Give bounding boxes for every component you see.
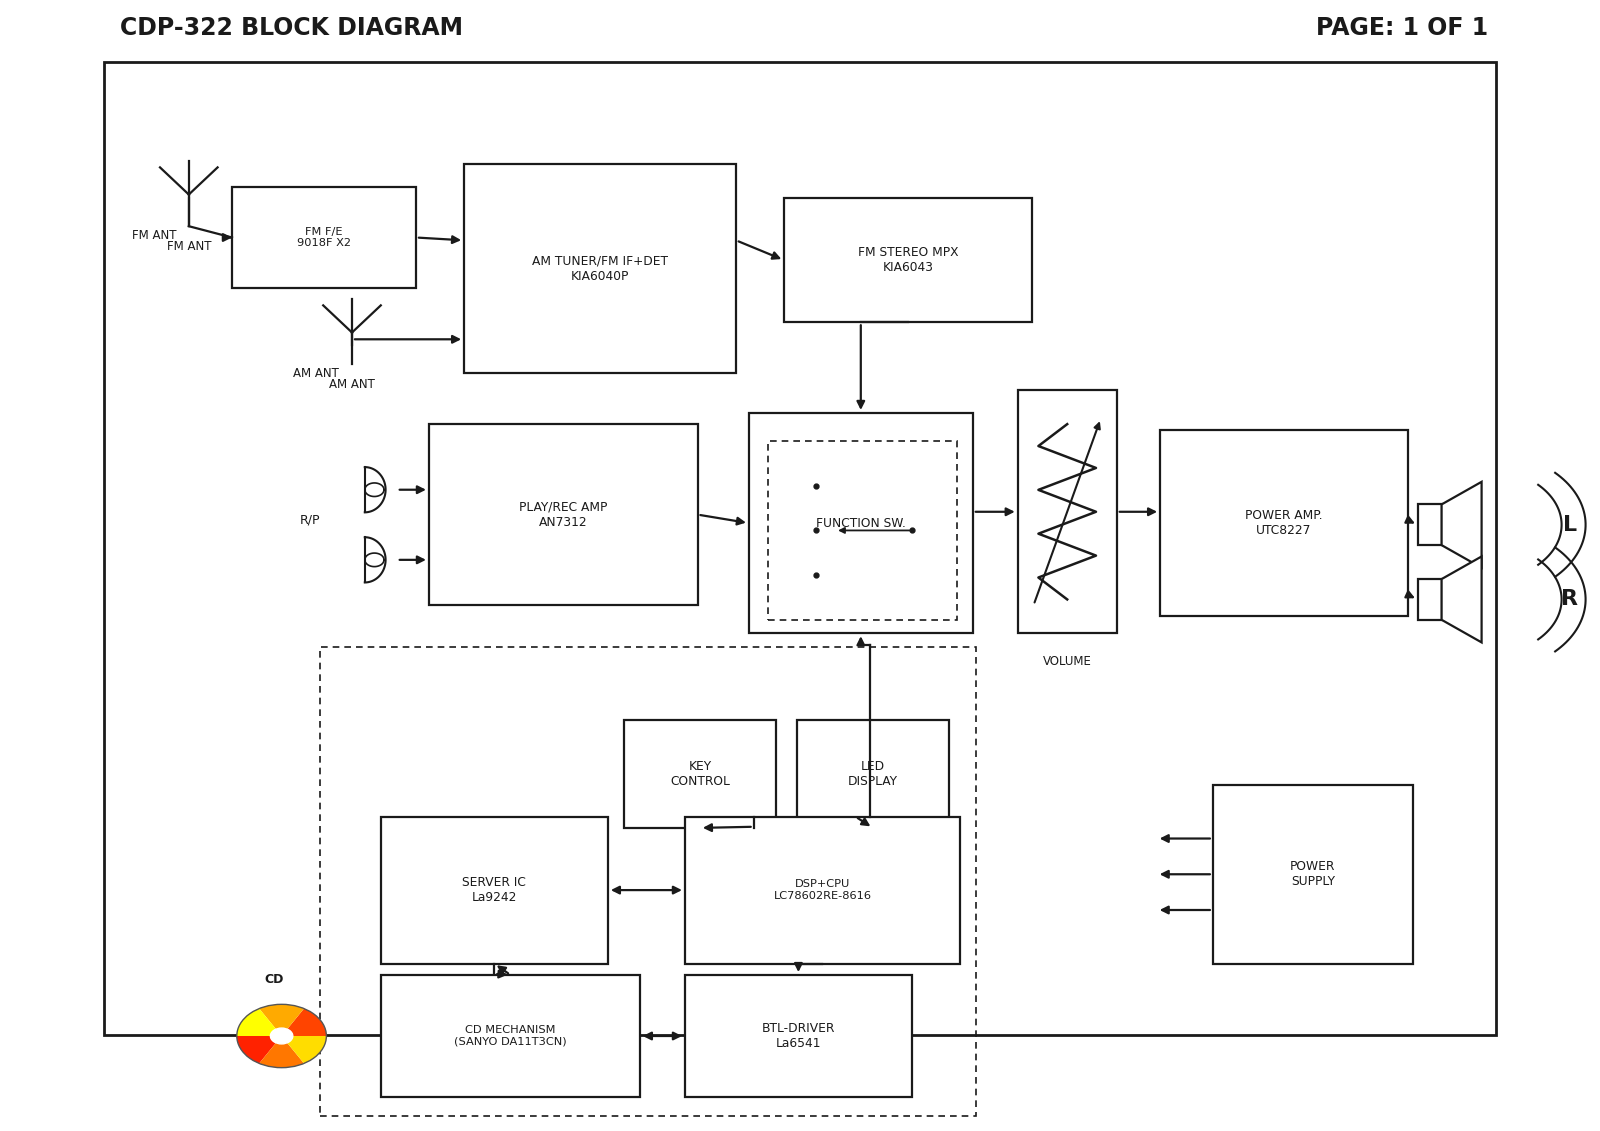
Text: BTL-DRIVER
La6541: BTL-DRIVER La6541 (762, 1022, 835, 1050)
Bar (685, 817, 960, 964)
Polygon shape (1442, 482, 1482, 568)
Bar (685, 975, 912, 1097)
Text: PLAY/REC AMP
AN7312: PLAY/REC AMP AN7312 (518, 501, 608, 528)
Text: PAGE: 1 OF 1: PAGE: 1 OF 1 (1315, 16, 1488, 41)
Text: CD: CD (264, 973, 283, 986)
Text: FM ANT: FM ANT (131, 228, 176, 242)
Wedge shape (259, 1036, 304, 1068)
Polygon shape (1442, 556, 1482, 642)
Text: FM ANT: FM ANT (166, 240, 211, 252)
Wedge shape (282, 1009, 326, 1036)
Bar (1418, 579, 1442, 620)
Bar (1418, 504, 1442, 545)
Bar (104, 62, 1496, 1035)
Text: LED
DISPLAY: LED DISPLAY (848, 760, 898, 788)
Bar (320, 647, 976, 1116)
Wedge shape (237, 1009, 282, 1036)
Bar (768, 441, 957, 620)
Bar (381, 975, 640, 1097)
Bar (624, 720, 776, 828)
Bar (784, 198, 1032, 322)
Text: SERVER IC
La9242: SERVER IC La9242 (462, 877, 526, 904)
Wedge shape (259, 1004, 304, 1036)
Text: R/P: R/P (299, 513, 320, 527)
Text: DSP+CPU
LC78602RE-8616: DSP+CPU LC78602RE-8616 (773, 879, 872, 901)
Text: AM ANT: AM ANT (293, 366, 339, 380)
Wedge shape (282, 1036, 326, 1063)
Wedge shape (237, 1036, 282, 1063)
Text: CDP-322 BLOCK DIAGRAM: CDP-322 BLOCK DIAGRAM (120, 16, 462, 41)
Bar (381, 817, 608, 964)
Bar (429, 424, 698, 605)
Text: AM ANT: AM ANT (330, 378, 374, 390)
Bar (1213, 785, 1413, 964)
Text: L: L (1563, 515, 1576, 535)
Text: CD MECHANISM
(SANYO DA11T3CN): CD MECHANISM (SANYO DA11T3CN) (454, 1025, 566, 1047)
Bar (464, 164, 736, 373)
Bar (749, 413, 973, 633)
Circle shape (270, 1028, 293, 1044)
Text: FUNCTION SW.: FUNCTION SW. (816, 517, 906, 529)
Text: R: R (1562, 589, 1578, 610)
Text: KEY
CONTROL: KEY CONTROL (670, 760, 730, 788)
Text: FM F/E
9018F X2: FM F/E 9018F X2 (298, 226, 350, 249)
Text: AM TUNER/FM IF+DET
KIA6040P: AM TUNER/FM IF+DET KIA6040P (531, 254, 669, 283)
Text: FM STEREO MPX
KIA6043: FM STEREO MPX KIA6043 (858, 247, 958, 274)
Bar (232, 187, 416, 288)
Bar (1018, 390, 1117, 633)
Bar (1160, 430, 1408, 616)
Text: POWER AMP.
UTC8227: POWER AMP. UTC8227 (1245, 509, 1323, 537)
Text: POWER
SUPPLY: POWER SUPPLY (1290, 861, 1336, 888)
Text: VOLUME: VOLUME (1043, 655, 1091, 668)
Bar (797, 720, 949, 828)
